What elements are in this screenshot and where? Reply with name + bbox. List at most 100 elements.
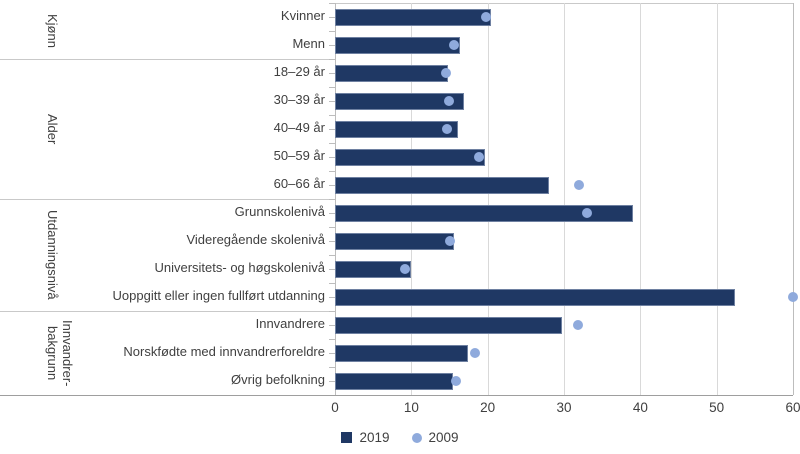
dot-2009 — [572, 320, 583, 330]
category-label: Menn — [292, 36, 325, 51]
legend-item-2009: 2009 — [411, 430, 459, 445]
y-axis-tick — [329, 73, 335, 74]
dot-2009 — [481, 12, 492, 22]
y-axis-tick — [329, 157, 335, 158]
x-tick-label-40: 40 — [632, 400, 648, 415]
y-axis-tick — [329, 255, 335, 256]
legend-2019-square-icon — [341, 432, 353, 443]
category-label: Grunnskolenivå — [234, 204, 325, 219]
y-axis-tick — [329, 31, 335, 32]
legend-2009-circle-icon — [411, 432, 422, 443]
gridline-10 — [411, 3, 413, 395]
gridline-0 — [335, 3, 336, 395]
bar-2019 — [335, 120, 458, 138]
x-tick-label-10: 10 — [403, 400, 419, 415]
dot-2009 — [788, 292, 798, 302]
category-label: Uoppgitt eller ingen fullført utdanning — [112, 288, 325, 303]
bar-2019 — [335, 176, 549, 194]
y-axis-tick — [329, 45, 335, 46]
x-tick-label-50: 50 — [709, 400, 725, 415]
bar-2019 — [335, 204, 633, 222]
category-label: 18–29 år — [273, 64, 325, 79]
dot-2009 — [469, 348, 480, 358]
y-axis-tick — [329, 199, 335, 200]
y-axis-tick — [329, 3, 335, 4]
y-axis-tick — [329, 185, 335, 186]
x-tick-label-30: 30 — [556, 400, 572, 415]
y-axis-tick — [329, 311, 335, 312]
dot-2009 — [581, 208, 592, 218]
legend-2019-label: 2019 — [359, 430, 390, 445]
legend-item-2019: 2019 — [341, 430, 390, 445]
x-axis-line — [0, 395, 793, 396]
y-axis-tick — [329, 325, 335, 326]
y-axis-tick — [329, 353, 335, 354]
y-axis-tick — [329, 381, 335, 382]
dot-2009 — [400, 264, 411, 274]
group-separator — [0, 311, 335, 312]
category-label: Videregående skolenivå — [186, 232, 325, 247]
legend: 2019 2009 — [0, 430, 800, 445]
category-label: 60–66 år — [273, 176, 325, 191]
bar-2019 — [335, 92, 464, 110]
y-axis-tick — [329, 87, 335, 88]
y-axis-tick — [329, 339, 335, 340]
bar-2019 — [335, 288, 735, 306]
dot-2009 — [573, 180, 584, 190]
y-axis-tick — [329, 171, 335, 172]
y-axis-tick — [329, 115, 335, 116]
group-label-3: Utdanningsnivå — [44, 210, 60, 300]
group-separator — [0, 199, 335, 200]
dot-2009 — [442, 124, 453, 134]
category-label: Kvinner — [280, 8, 325, 23]
y-axis-tick — [329, 129, 335, 130]
category-label: 30–39 år — [273, 92, 325, 107]
group-label-1: Kjønn — [44, 14, 60, 48]
y-axis-tick — [329, 143, 335, 144]
y-axis-tick — [329, 227, 335, 228]
legend-2009-label: 2009 — [428, 430, 459, 445]
group-label-2: Alder — [44, 113, 60, 145]
bar-2019 — [335, 316, 562, 334]
category-label: Øvrig befolkning — [231, 372, 325, 387]
bar-2019 — [335, 260, 412, 278]
y-axis-tick — [329, 213, 335, 214]
dot-2009 — [443, 96, 454, 106]
dot-2009 — [449, 40, 460, 50]
y-axis-tick — [329, 367, 335, 368]
dot-2009 — [451, 376, 462, 386]
x-tick-label-60: 60 — [785, 400, 800, 415]
y-axis-tick — [329, 17, 335, 18]
group-separator — [0, 59, 335, 60]
y-axis-tick — [329, 101, 335, 102]
group-label-4: Innvandrer- bakgrunn — [44, 319, 75, 387]
y-axis-tick — [329, 241, 335, 242]
gridline-40 — [640, 3, 642, 395]
gridline-20 — [487, 3, 489, 395]
category-label: Innvandrere — [255, 316, 325, 331]
y-axis-tick — [329, 297, 335, 298]
bar-2019 — [335, 36, 461, 54]
gridline-30 — [564, 3, 565, 395]
category-label: Universitets- og høgskolenivå — [154, 260, 325, 275]
dot-2009 — [474, 152, 485, 162]
category-label: Norskfødte med innvandrerforeldre — [123, 344, 325, 359]
bar-2019 — [335, 148, 486, 166]
bar-2019 — [335, 344, 468, 362]
x-tick-label-20: 20 — [480, 400, 496, 415]
x-tick-label-0: 0 — [331, 400, 339, 415]
dot-2009 — [444, 236, 455, 246]
y-axis-tick — [329, 269, 335, 270]
gridline-60 — [793, 3, 794, 395]
category-label: 50–59 år — [273, 148, 325, 163]
category-label: 40–49 år — [273, 120, 325, 135]
y-axis-tick — [329, 59, 335, 60]
y-axis-tick — [329, 283, 335, 284]
gridline-50 — [716, 3, 718, 395]
